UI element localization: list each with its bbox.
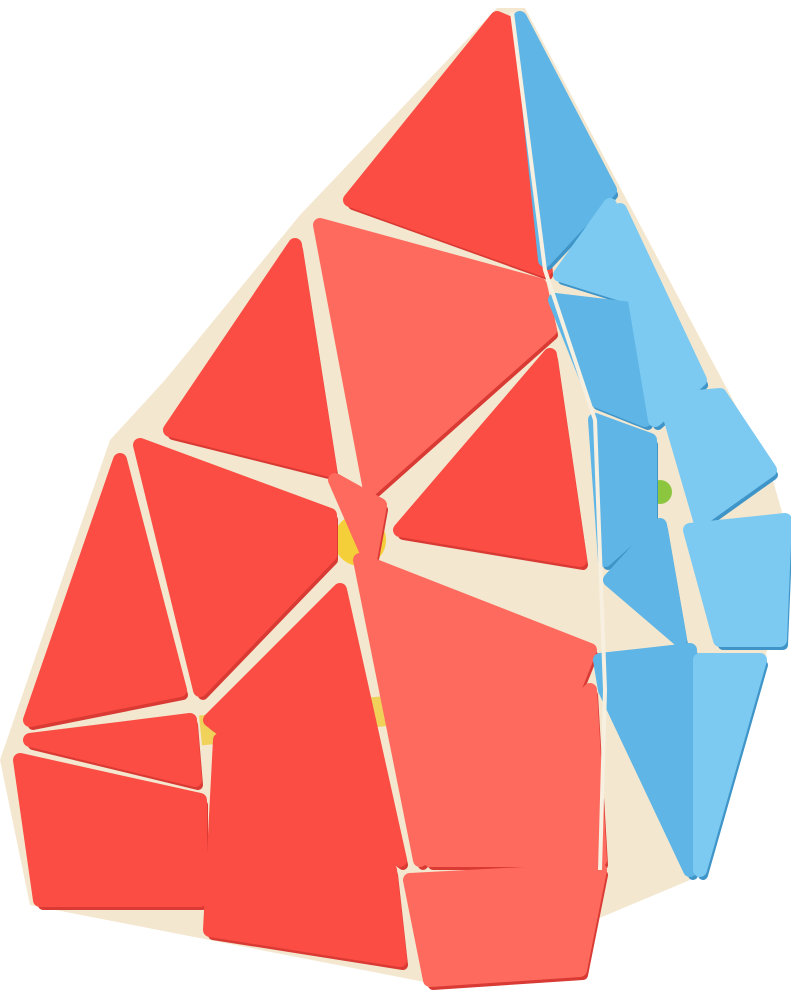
- red-tile-3: [163, 238, 338, 480]
- blue-tile-1-surface: [513, 11, 617, 267]
- blue-tile-6: [658, 388, 778, 530]
- blue-tile-6-surface: [658, 388, 777, 527]
- blue-tile-10-surface: [693, 653, 767, 877]
- red-tile-10-surface: [23, 713, 202, 787]
- red-tile-9: [203, 583, 408, 870]
- blue-tile-1: [513, 11, 618, 270]
- red-tile-3-surface: [163, 238, 337, 477]
- red-tile-14: [403, 863, 608, 990]
- blue-tile-5-surface: [588, 413, 657, 567]
- red-tile-6: [133, 438, 338, 700]
- red-tile-11-surface: [423, 683, 607, 867]
- blue-tile-10: [693, 653, 768, 880]
- blue-tile-8: [683, 513, 791, 650]
- red-tile-11: [423, 683, 608, 870]
- blue-tile-7: [603, 518, 688, 650]
- red-tile-9-surface: [203, 583, 407, 867]
- red-tile-7-surface: [23, 453, 187, 727]
- red-tile-4: [393, 348, 588, 570]
- blue-tile-8-surface: [683, 513, 791, 647]
- blue-tile-3: [548, 293, 653, 430]
- blue-tile-3-surface: [548, 293, 652, 427]
- red-tile-13: [203, 733, 408, 970]
- blue-tile-7-surface: [603, 518, 687, 647]
- red-tile-5: [328, 473, 388, 570]
- red-tile-2-surface: [313, 218, 557, 497]
- red-tile-8-surface: [353, 553, 597, 867]
- red-tile-12: [13, 753, 208, 910]
- red-tile-10: [23, 713, 203, 790]
- red-tile-2: [313, 218, 558, 500]
- red-tile-8: [353, 553, 598, 870]
- red-tile-6-surface: [133, 438, 337, 697]
- blue-face: [513, 11, 791, 880]
- red-tile-13-surface: [203, 733, 407, 967]
- red-tile-5-surface: [328, 473, 387, 567]
- red-tile-14-surface: [403, 863, 607, 987]
- red-tile-12-surface: [13, 753, 207, 907]
- red-tile-7: [23, 453, 188, 730]
- face-edge-seam: [510, 11, 608, 871]
- red-tile-4-surface: [393, 348, 587, 567]
